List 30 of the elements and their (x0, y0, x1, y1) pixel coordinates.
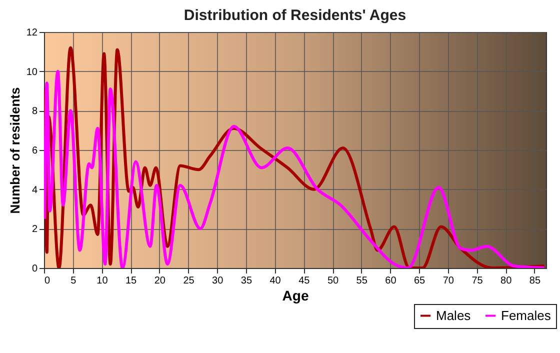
x-tick-label: 70 (442, 276, 454, 286)
x-tick-label: 15 (125, 276, 138, 286)
y-tick-label: 6 (32, 146, 38, 156)
legend-label: Females (501, 308, 552, 323)
x-tick-label: 45 (298, 276, 310, 286)
x-tick-label: 20 (154, 276, 166, 286)
x-tick-label: 0 (44, 276, 50, 286)
x-axis-title: Age (282, 288, 309, 304)
y-tick-label: 12 (26, 28, 38, 38)
y-tick-label: 2 (32, 224, 38, 236)
chart-title: Distribution of Residents' Ages (184, 7, 406, 24)
x-tick-label: 75 (472, 276, 484, 286)
y-tick-label: 4 (32, 184, 38, 196)
x-tick-label: 50 (327, 276, 340, 286)
x-tick-label: 25 (183, 276, 195, 286)
x-tick-label: 85 (529, 276, 541, 286)
x-tick-label: 65 (414, 276, 426, 286)
y-axis-title: Number of residents (7, 87, 22, 214)
x-tick-label: 30 (212, 276, 224, 286)
x-tick-label: 60 (385, 276, 397, 286)
y-tick-label: 8 (32, 106, 38, 118)
x-tick-label: 35 (240, 276, 252, 286)
y-tick-label: 0 (32, 264, 38, 274)
legend-label: Males (436, 308, 472, 323)
x-tick-label: 55 (356, 276, 368, 286)
y-tick-label: 10 (26, 66, 38, 78)
x-tick-label: 80 (500, 276, 512, 286)
x-tick-label: 10 (96, 276, 108, 286)
x-tick-label: 40 (270, 276, 282, 286)
x-tick-label: 5 (70, 276, 77, 286)
